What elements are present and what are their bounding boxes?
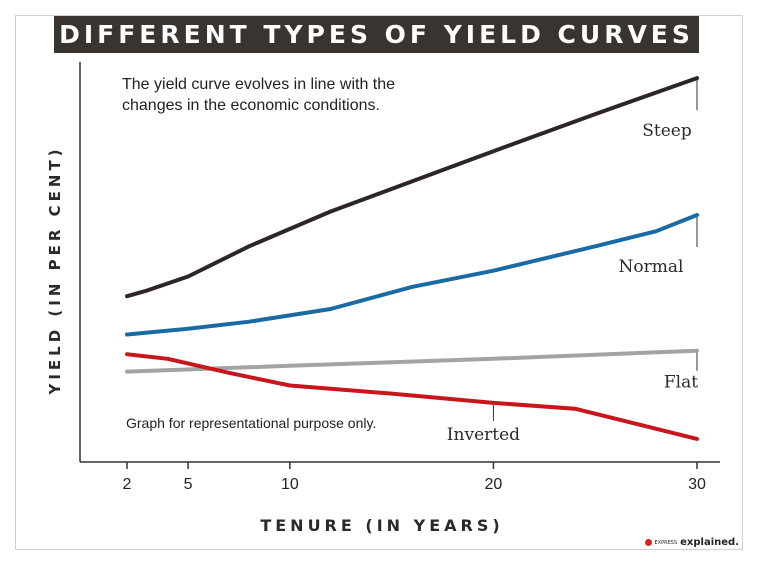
x-tick-label: 20 bbox=[485, 476, 503, 493]
chart-frame bbox=[15, 15, 743, 550]
bottom-note: Graph for representational purpose only. bbox=[126, 415, 376, 431]
y-axis-label: YIELD (IN PER CENT) bbox=[46, 145, 64, 395]
brand-name: explained. bbox=[680, 537, 739, 548]
chart-title: DIFFERENT TYPES OF YIELD CURVES bbox=[54, 16, 699, 53]
brand-dot-icon bbox=[644, 539, 652, 546]
x-axis-label: TENURE (IN YEARS) bbox=[260, 516, 503, 535]
x-tick-label: 10 bbox=[281, 476, 299, 493]
brand-logo: EXPRESS explained. bbox=[644, 537, 739, 548]
x-tick-label: 2 bbox=[123, 476, 132, 493]
series-line-steep bbox=[125, 76, 699, 299]
x-tick-label: 30 bbox=[688, 476, 706, 493]
series-label-inverted: Inverted bbox=[447, 425, 520, 445]
series-label-steep: Steep bbox=[642, 121, 692, 141]
x-tick-label: 5 bbox=[184, 476, 193, 493]
series-label-normal: Normal bbox=[619, 257, 684, 277]
series-line-inverted bbox=[125, 352, 699, 441]
top-note-line-1: The yield curve evolves in line with the bbox=[122, 76, 395, 93]
brand-prefix: EXPRESS bbox=[654, 539, 678, 546]
series-label-flat: Flat bbox=[664, 373, 698, 393]
top-note-line-2: changes in the economic conditions. bbox=[122, 97, 380, 114]
series-line-normal bbox=[125, 213, 699, 337]
